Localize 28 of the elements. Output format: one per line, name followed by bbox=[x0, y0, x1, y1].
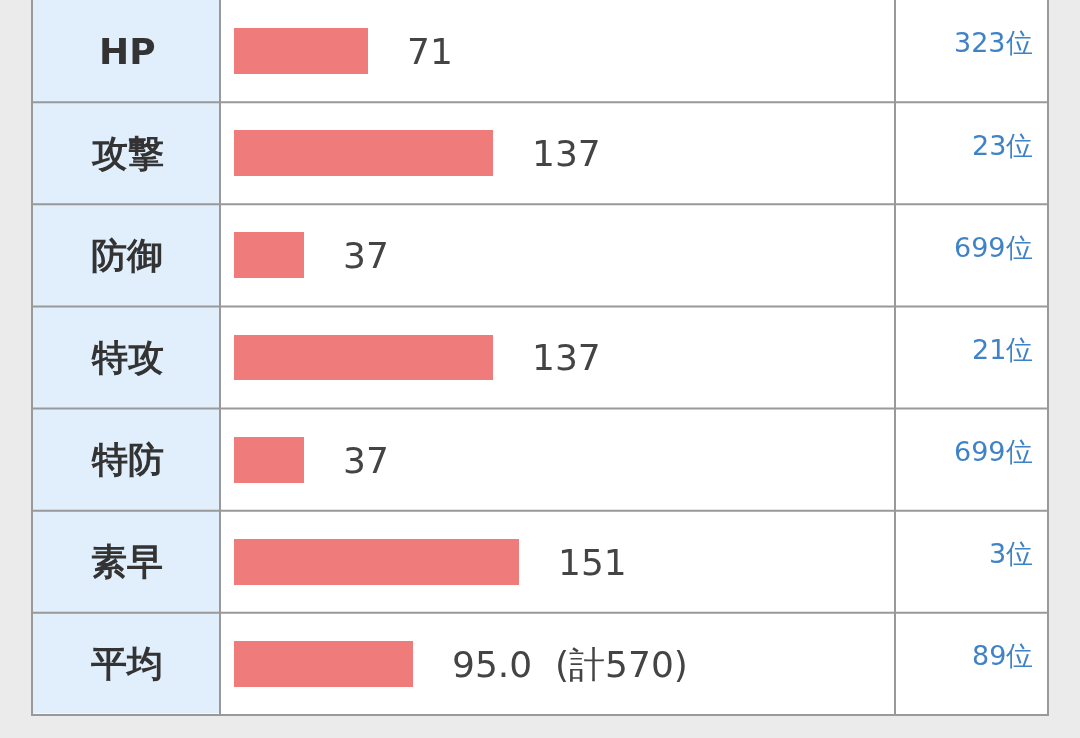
bar bbox=[234, 539, 519, 585]
text: 21位 bbox=[972, 334, 1034, 365]
text: 3位 bbox=[989, 538, 1034, 569]
data-label: 71 bbox=[371, 30, 453, 72]
y-tick-label: 特防 bbox=[91, 439, 164, 480]
text: 699位 bbox=[954, 232, 1033, 263]
bar bbox=[234, 130, 493, 176]
text: 323位 bbox=[954, 27, 1033, 58]
y-tick-label: 攻撃 bbox=[91, 133, 164, 174]
bar bbox=[234, 232, 304, 278]
bar bbox=[234, 28, 368, 74]
text: 89位 bbox=[972, 640, 1034, 671]
y-tick-label: 特攻 bbox=[91, 337, 164, 378]
data-label: 137 bbox=[496, 337, 601, 378]
data-label: 151 bbox=[522, 541, 627, 583]
data-label: 37 bbox=[307, 234, 389, 276]
y-tick-label: 素早 bbox=[91, 541, 163, 582]
y-tick-label: 平均 bbox=[91, 643, 163, 684]
bar bbox=[234, 641, 413, 687]
text: 699位 bbox=[954, 436, 1033, 467]
data-label: 137 bbox=[496, 132, 601, 174]
data-label: 95.0 (計570) bbox=[416, 643, 688, 685]
bar bbox=[234, 335, 493, 380]
bar bbox=[234, 437, 304, 483]
data-label: 37 bbox=[307, 439, 389, 481]
text: 23位 bbox=[972, 130, 1034, 161]
y-tick-label: HP bbox=[99, 31, 156, 72]
y-tick-label: 防御 bbox=[91, 235, 163, 276]
